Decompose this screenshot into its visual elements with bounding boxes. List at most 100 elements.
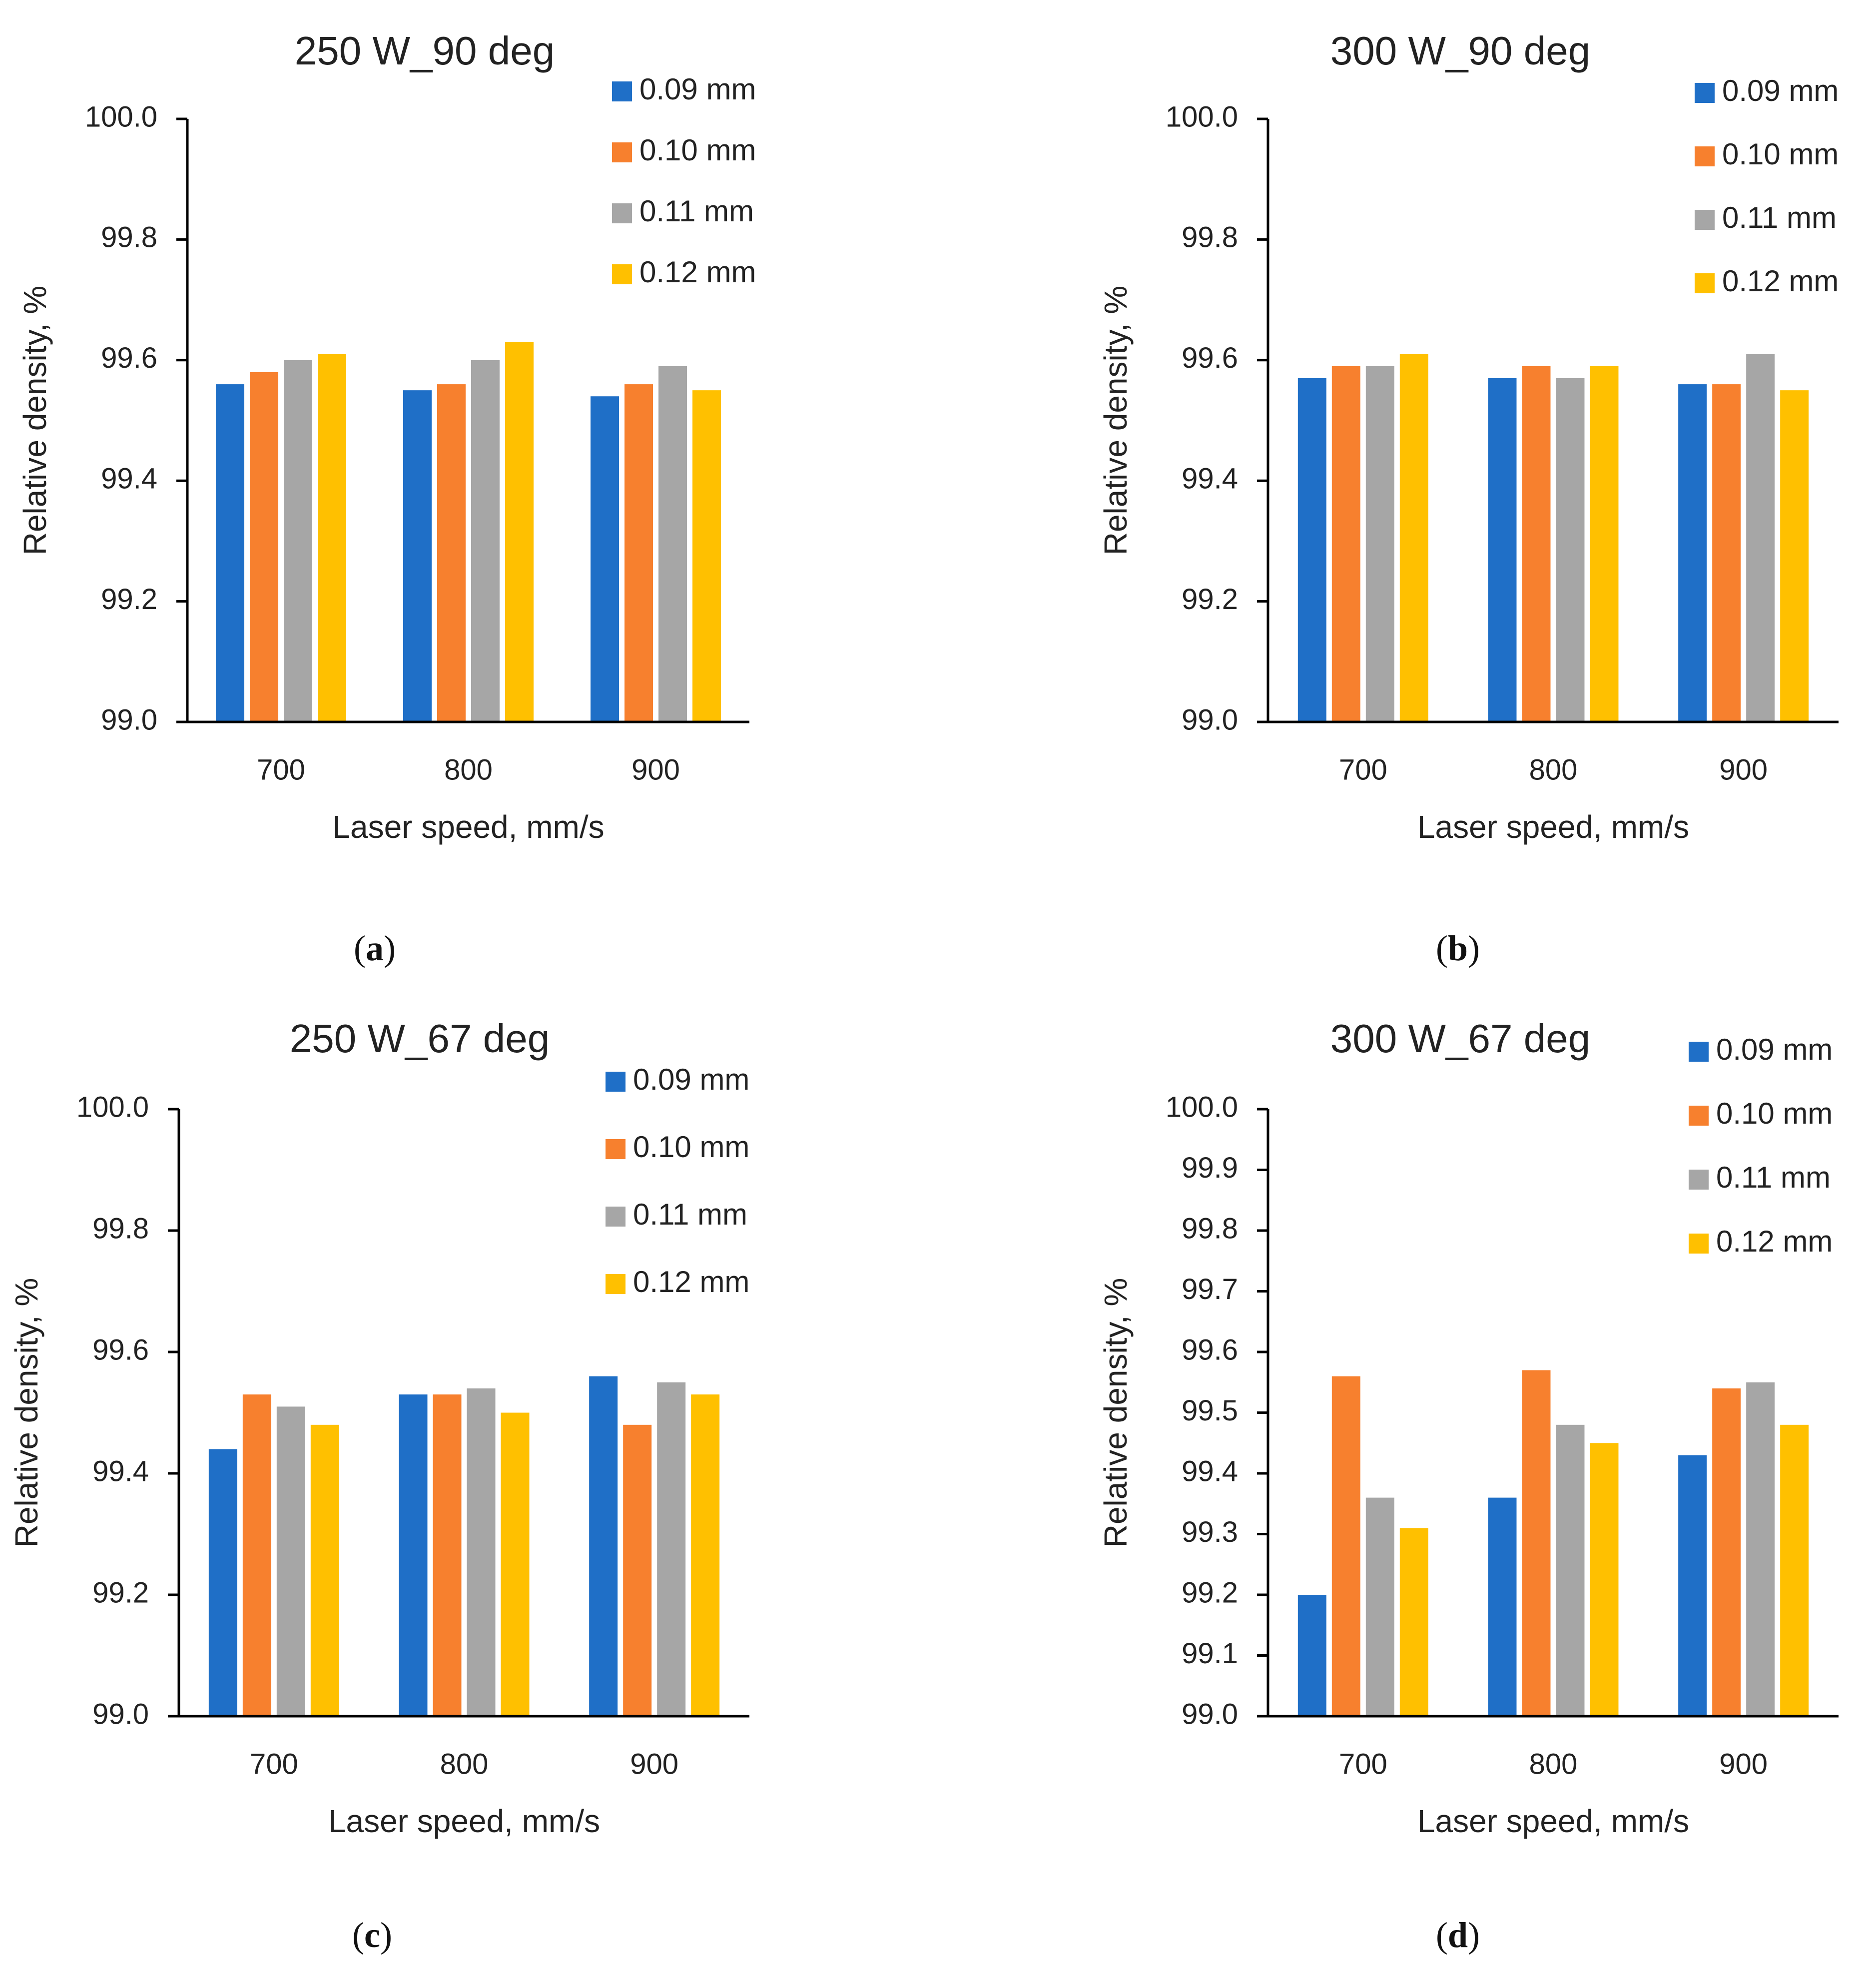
legend-swatch (1689, 1106, 1709, 1126)
y-axis-label: Relative density, % (1098, 286, 1134, 556)
legend-swatch (612, 142, 632, 162)
y-tick-label: 99.6 (1182, 1333, 1238, 1366)
y-tick-label: 99.2 (1182, 583, 1238, 616)
y-tick-label: 99.7 (1182, 1273, 1238, 1306)
bar-0-10-mm-900 (1712, 1388, 1741, 1716)
legend: 0.09 mm 0.10 mm 0.11 mm 0.12 mm (1689, 1033, 1833, 1258)
legend-swatch (1695, 210, 1715, 230)
y-tick-label: 100.0 (76, 1091, 149, 1123)
legend-label: 0.12 mm (1722, 264, 1839, 298)
y-axis-label: Relative density, % (8, 1278, 44, 1548)
y-tick-label: 99.6 (92, 1333, 149, 1366)
x-tick-label: 800 (440, 1748, 489, 1780)
bar-0-09-mm-900 (589, 1376, 618, 1716)
chart-panel-a: 250 W_90 deg 99.0 99.2 99.4 99.6 99.8 100.0 700… (17, 28, 756, 968)
legend-swatch (606, 1072, 625, 1092)
y-tick-label: 99.5 (1182, 1394, 1238, 1427)
legend-label: 0.09 mm (633, 1063, 749, 1096)
bar-0-12-mm-700 (1399, 1528, 1428, 1716)
legend-swatch (606, 1274, 625, 1294)
legend-label: 0.12 mm (639, 255, 756, 289)
chart-title: 250 W_67 deg (290, 1016, 550, 1061)
legend-swatch (1689, 1170, 1709, 1190)
y-tick-label: 99.8 (1182, 221, 1238, 254)
bar-0-10-mm-800 (433, 1394, 462, 1716)
chart-panel-d: 300 W_67 deg 99.0 99.1 99.2 99.3 99.4 99.5 99.6… (1098, 1016, 1839, 1955)
y-tick-label: 99.4 (92, 1455, 149, 1487)
legend-label: 0.11 mm (1716, 1161, 1831, 1194)
bar-0-10-mm-700 (1331, 366, 1360, 722)
y-tick-label: 99.9 (1182, 1152, 1238, 1184)
bar-0-12-mm-900 (1780, 390, 1809, 722)
y-tick-label: 99.0 (92, 1698, 149, 1730)
legend-label: 0.10 mm (639, 133, 756, 167)
y-tick-label: 99.4 (1182, 463, 1238, 495)
legend-swatch (612, 81, 632, 101)
panel-label: (b) (1436, 928, 1480, 968)
bar-0-11-mm-900 (1746, 1382, 1775, 1716)
x-tick-label: 800 (444, 753, 493, 786)
legend-swatch (1689, 1234, 1709, 1254)
legend-swatch (612, 203, 632, 223)
legend-label: 0.09 mm (639, 72, 756, 106)
x-tick-label: 700 (1339, 753, 1387, 786)
x-tick-label: 700 (257, 753, 305, 786)
legend-swatch (612, 264, 632, 284)
x-axis-label: Laser speed, mm/s (332, 809, 604, 845)
bar-0-11-mm-700 (1365, 1497, 1394, 1716)
legend-label: 0.11 mm (633, 1198, 747, 1231)
y-tick-label: 99.2 (1182, 1576, 1238, 1609)
bar-0-10-mm-900 (1712, 384, 1741, 722)
bar-0-12-mm-800 (1590, 366, 1619, 722)
bar-0-12-mm-800 (501, 1412, 530, 1716)
y-tick-label: 99.0 (101, 703, 157, 736)
legend-swatch (1695, 273, 1715, 293)
legend: 0.09 mm 0.10 mm 0.11 mm 0.12 mm (606, 1063, 749, 1299)
x-tick-label: 900 (630, 1748, 678, 1780)
y-tick-label: 99.8 (92, 1212, 149, 1245)
bar-0-12-mm-900 (691, 1394, 720, 1716)
y-tick-label: 100.0 (1166, 1091, 1238, 1123)
bar-0-12-mm-900 (692, 390, 721, 722)
bar-0-11-mm-700 (284, 360, 312, 722)
bar-0-09-mm-700 (216, 384, 244, 722)
bar-0-10-mm-900 (625, 384, 653, 722)
bar-0-09-mm-900 (1678, 1455, 1707, 1716)
bar-0-11-mm-700 (276, 1406, 305, 1716)
y-tick-label: 99.2 (101, 583, 157, 616)
legend-swatch (1695, 146, 1715, 166)
y-tick-label: 99.8 (1182, 1212, 1238, 1245)
legend-label: 0.10 mm (1716, 1097, 1833, 1130)
bar-0-11-mm-800 (1556, 378, 1585, 722)
y-tick-label: 99.3 (1182, 1516, 1238, 1548)
bar-0-09-mm-900 (591, 396, 619, 722)
legend-swatch (606, 1139, 625, 1159)
chart-title: 250 W_90 deg (295, 28, 555, 73)
bar-0-11-mm-800 (1556, 1424, 1585, 1716)
x-tick-label: 900 (631, 753, 680, 786)
legend-label: 0.10 mm (1722, 137, 1839, 171)
bar-0-10-mm-800 (437, 384, 466, 722)
y-tick-label: 99.4 (1182, 1455, 1238, 1487)
x-tick-label: 800 (1529, 753, 1578, 786)
bar-0-09-mm-800 (1488, 1497, 1517, 1716)
bar-0-11-mm-900 (1746, 354, 1775, 722)
legend-label: 0.09 mm (1716, 1033, 1833, 1066)
x-tick-label: 800 (1529, 1748, 1578, 1780)
legend-swatch (606, 1207, 625, 1227)
y-tick-label: 99.0 (1182, 1698, 1238, 1730)
bar-0-12-mm-800 (1590, 1443, 1619, 1716)
bar-0-09-mm-700 (1297, 378, 1326, 722)
y-tick-label: 99.8 (101, 221, 157, 254)
panel-label: (d) (1436, 1915, 1480, 1955)
y-axis-label: Relative density, % (17, 286, 53, 556)
bar-0-09-mm-900 (1678, 384, 1707, 722)
chart-panel-c: 250 W_67 deg 99.0 99.2 99.4 99.6 99.8 100.0 700… (8, 1016, 750, 1955)
bar-0-09-mm-700 (208, 1449, 237, 1716)
panel-label: (a) (354, 928, 396, 968)
bar-0-12-mm-700 (310, 1424, 339, 1716)
bar-0-09-mm-700 (1297, 1595, 1326, 1716)
x-axis-label: Laser speed, mm/s (328, 1803, 600, 1839)
chart-panel-b: 300 W_90 deg 99.0 99.2 99.4 99.6 99.8 100.0 700… (1098, 28, 1839, 968)
